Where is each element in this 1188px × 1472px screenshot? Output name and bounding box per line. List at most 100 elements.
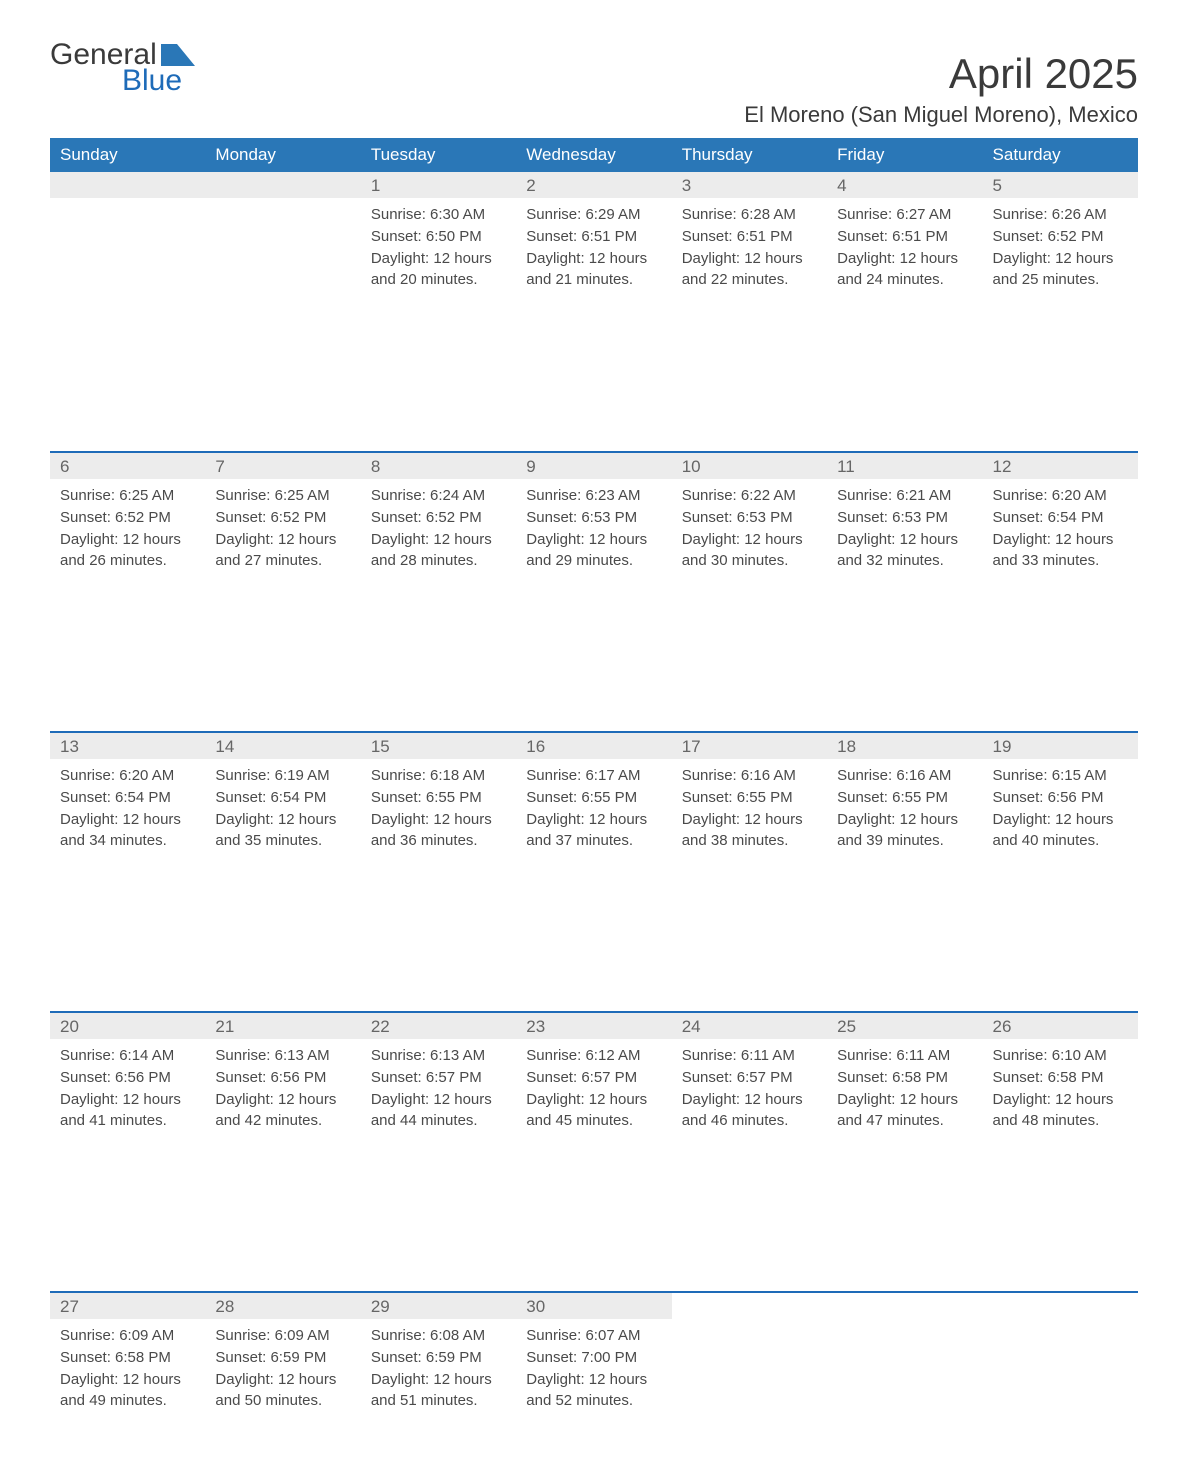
calendar-cell: 15Sunrise: 6:18 AMSunset: 6:55 PMDayligh…	[361, 732, 516, 872]
day-number: 20	[50, 1013, 205, 1039]
daylight-text: Daylight: 12 hours and 51 minutes.	[371, 1369, 506, 1413]
weekday-header: Friday	[827, 138, 982, 172]
calendar-cell	[205, 172, 360, 312]
day-details: Sunrise: 6:29 AMSunset: 6:51 PMDaylight:…	[516, 198, 671, 293]
weekday-header: Tuesday	[361, 138, 516, 172]
calendar-cell: 29Sunrise: 6:08 AMSunset: 6:59 PMDayligh…	[361, 1292, 516, 1432]
day-number: 30	[516, 1293, 671, 1319]
daylight-text: Daylight: 12 hours and 21 minutes.	[526, 248, 661, 292]
sunrise-text: Sunrise: 6:11 AM	[682, 1045, 817, 1067]
sunset-text: Sunset: 6:52 PM	[371, 507, 506, 529]
day-details: Sunrise: 6:19 AMSunset: 6:54 PMDaylight:…	[205, 759, 360, 854]
weekday-header: Wednesday	[516, 138, 671, 172]
day-details: Sunrise: 6:27 AMSunset: 6:51 PMDaylight:…	[827, 198, 982, 293]
day-number: 26	[983, 1013, 1138, 1039]
day-number: 3	[672, 172, 827, 198]
calendar-table: SundayMondayTuesdayWednesdayThursdayFrid…	[50, 138, 1138, 1432]
sunset-text: Sunset: 7:00 PM	[526, 1347, 661, 1369]
sunrise-text: Sunrise: 6:08 AM	[371, 1325, 506, 1347]
calendar-cell: 3Sunrise: 6:28 AMSunset: 6:51 PMDaylight…	[672, 172, 827, 312]
sunrise-text: Sunrise: 6:09 AM	[60, 1325, 195, 1347]
daylight-text: Daylight: 12 hours and 46 minutes.	[682, 1089, 817, 1133]
day-details: Sunrise: 6:11 AMSunset: 6:57 PMDaylight:…	[672, 1039, 827, 1134]
daylight-text: Daylight: 12 hours and 35 minutes.	[215, 809, 350, 853]
sunset-text: Sunset: 6:57 PM	[526, 1067, 661, 1089]
week-separator	[50, 592, 1138, 732]
calendar-cell: 16Sunrise: 6:17 AMSunset: 6:55 PMDayligh…	[516, 732, 671, 872]
day-number: 7	[205, 453, 360, 479]
daylight-text: Daylight: 12 hours and 20 minutes.	[371, 248, 506, 292]
day-number: 16	[516, 733, 671, 759]
weekday-header: Monday	[205, 138, 360, 172]
brand-flag-icon	[161, 44, 195, 66]
sunrise-text: Sunrise: 6:22 AM	[682, 485, 817, 507]
week-separator	[50, 872, 1138, 1012]
day-number: 25	[827, 1013, 982, 1039]
calendar-cell	[672, 1292, 827, 1432]
day-details: Sunrise: 6:28 AMSunset: 6:51 PMDaylight:…	[672, 198, 827, 293]
day-number: 12	[983, 453, 1138, 479]
sunset-text: Sunset: 6:56 PM	[60, 1067, 195, 1089]
day-number: 5	[983, 172, 1138, 198]
day-details: Sunrise: 6:25 AMSunset: 6:52 PMDaylight:…	[50, 479, 205, 574]
day-number: 10	[672, 453, 827, 479]
sunset-text: Sunset: 6:55 PM	[837, 787, 972, 809]
calendar-cell: 6Sunrise: 6:25 AMSunset: 6:52 PMDaylight…	[50, 452, 205, 592]
day-number: 13	[50, 733, 205, 759]
calendar-cell: 12Sunrise: 6:20 AMSunset: 6:54 PMDayligh…	[983, 452, 1138, 592]
day-number: 28	[205, 1293, 360, 1319]
day-details: Sunrise: 6:15 AMSunset: 6:56 PMDaylight:…	[983, 759, 1138, 854]
daylight-text: Daylight: 12 hours and 38 minutes.	[682, 809, 817, 853]
day-number	[50, 172, 205, 198]
daylight-text: Daylight: 12 hours and 30 minutes.	[682, 529, 817, 573]
day-details: Sunrise: 6:24 AMSunset: 6:52 PMDaylight:…	[361, 479, 516, 574]
sunrise-text: Sunrise: 6:18 AM	[371, 765, 506, 787]
weekday-header: Saturday	[983, 138, 1138, 172]
sunrise-text: Sunrise: 6:17 AM	[526, 765, 661, 787]
day-number: 19	[983, 733, 1138, 759]
day-details: Sunrise: 6:16 AMSunset: 6:55 PMDaylight:…	[827, 759, 982, 854]
day-number: 29	[361, 1293, 516, 1319]
sunset-text: Sunset: 6:52 PM	[215, 507, 350, 529]
brand-word-2: Blue	[50, 66, 195, 96]
sunrise-text: Sunrise: 6:30 AM	[371, 204, 506, 226]
sunrise-text: Sunrise: 6:27 AM	[837, 204, 972, 226]
sunset-text: Sunset: 6:56 PM	[215, 1067, 350, 1089]
calendar-week-row: 20Sunrise: 6:14 AMSunset: 6:56 PMDayligh…	[50, 1012, 1138, 1152]
daylight-text: Daylight: 12 hours and 50 minutes.	[215, 1369, 350, 1413]
day-number: 18	[827, 733, 982, 759]
week-separator	[50, 312, 1138, 452]
sunset-text: Sunset: 6:59 PM	[215, 1347, 350, 1369]
daylight-text: Daylight: 12 hours and 25 minutes.	[993, 248, 1128, 292]
calendar-cell: 22Sunrise: 6:13 AMSunset: 6:57 PMDayligh…	[361, 1012, 516, 1152]
day-number: 8	[361, 453, 516, 479]
daylight-text: Daylight: 12 hours and 36 minutes.	[371, 809, 506, 853]
day-number: 2	[516, 172, 671, 198]
day-number	[205, 172, 360, 198]
day-number: 23	[516, 1013, 671, 1039]
calendar-cell: 10Sunrise: 6:22 AMSunset: 6:53 PMDayligh…	[672, 452, 827, 592]
calendar-week-row: 27Sunrise: 6:09 AMSunset: 6:58 PMDayligh…	[50, 1292, 1138, 1432]
daylight-text: Daylight: 12 hours and 45 minutes.	[526, 1089, 661, 1133]
sunrise-text: Sunrise: 6:21 AM	[837, 485, 972, 507]
daylight-text: Daylight: 12 hours and 42 minutes.	[215, 1089, 350, 1133]
calendar-cell: 26Sunrise: 6:10 AMSunset: 6:58 PMDayligh…	[983, 1012, 1138, 1152]
day-details: Sunrise: 6:17 AMSunset: 6:55 PMDaylight:…	[516, 759, 671, 854]
daylight-text: Daylight: 12 hours and 39 minutes.	[837, 809, 972, 853]
calendar-cell: 7Sunrise: 6:25 AMSunset: 6:52 PMDaylight…	[205, 452, 360, 592]
day-details: Sunrise: 6:12 AMSunset: 6:57 PMDaylight:…	[516, 1039, 671, 1134]
daylight-text: Daylight: 12 hours and 29 minutes.	[526, 529, 661, 573]
daylight-text: Daylight: 12 hours and 40 minutes.	[993, 809, 1128, 853]
day-details: Sunrise: 6:09 AMSunset: 6:59 PMDaylight:…	[205, 1319, 360, 1414]
sunrise-text: Sunrise: 6:16 AM	[682, 765, 817, 787]
sunrise-text: Sunrise: 6:11 AM	[837, 1045, 972, 1067]
daylight-text: Daylight: 12 hours and 27 minutes.	[215, 529, 350, 573]
weekday-header: Sunday	[50, 138, 205, 172]
sunset-text: Sunset: 6:52 PM	[60, 507, 195, 529]
calendar-cell: 19Sunrise: 6:15 AMSunset: 6:56 PMDayligh…	[983, 732, 1138, 872]
sunset-text: Sunset: 6:55 PM	[682, 787, 817, 809]
daylight-text: Daylight: 12 hours and 33 minutes.	[993, 529, 1128, 573]
sunset-text: Sunset: 6:55 PM	[526, 787, 661, 809]
day-number: 21	[205, 1013, 360, 1039]
sunrise-text: Sunrise: 6:24 AM	[371, 485, 506, 507]
